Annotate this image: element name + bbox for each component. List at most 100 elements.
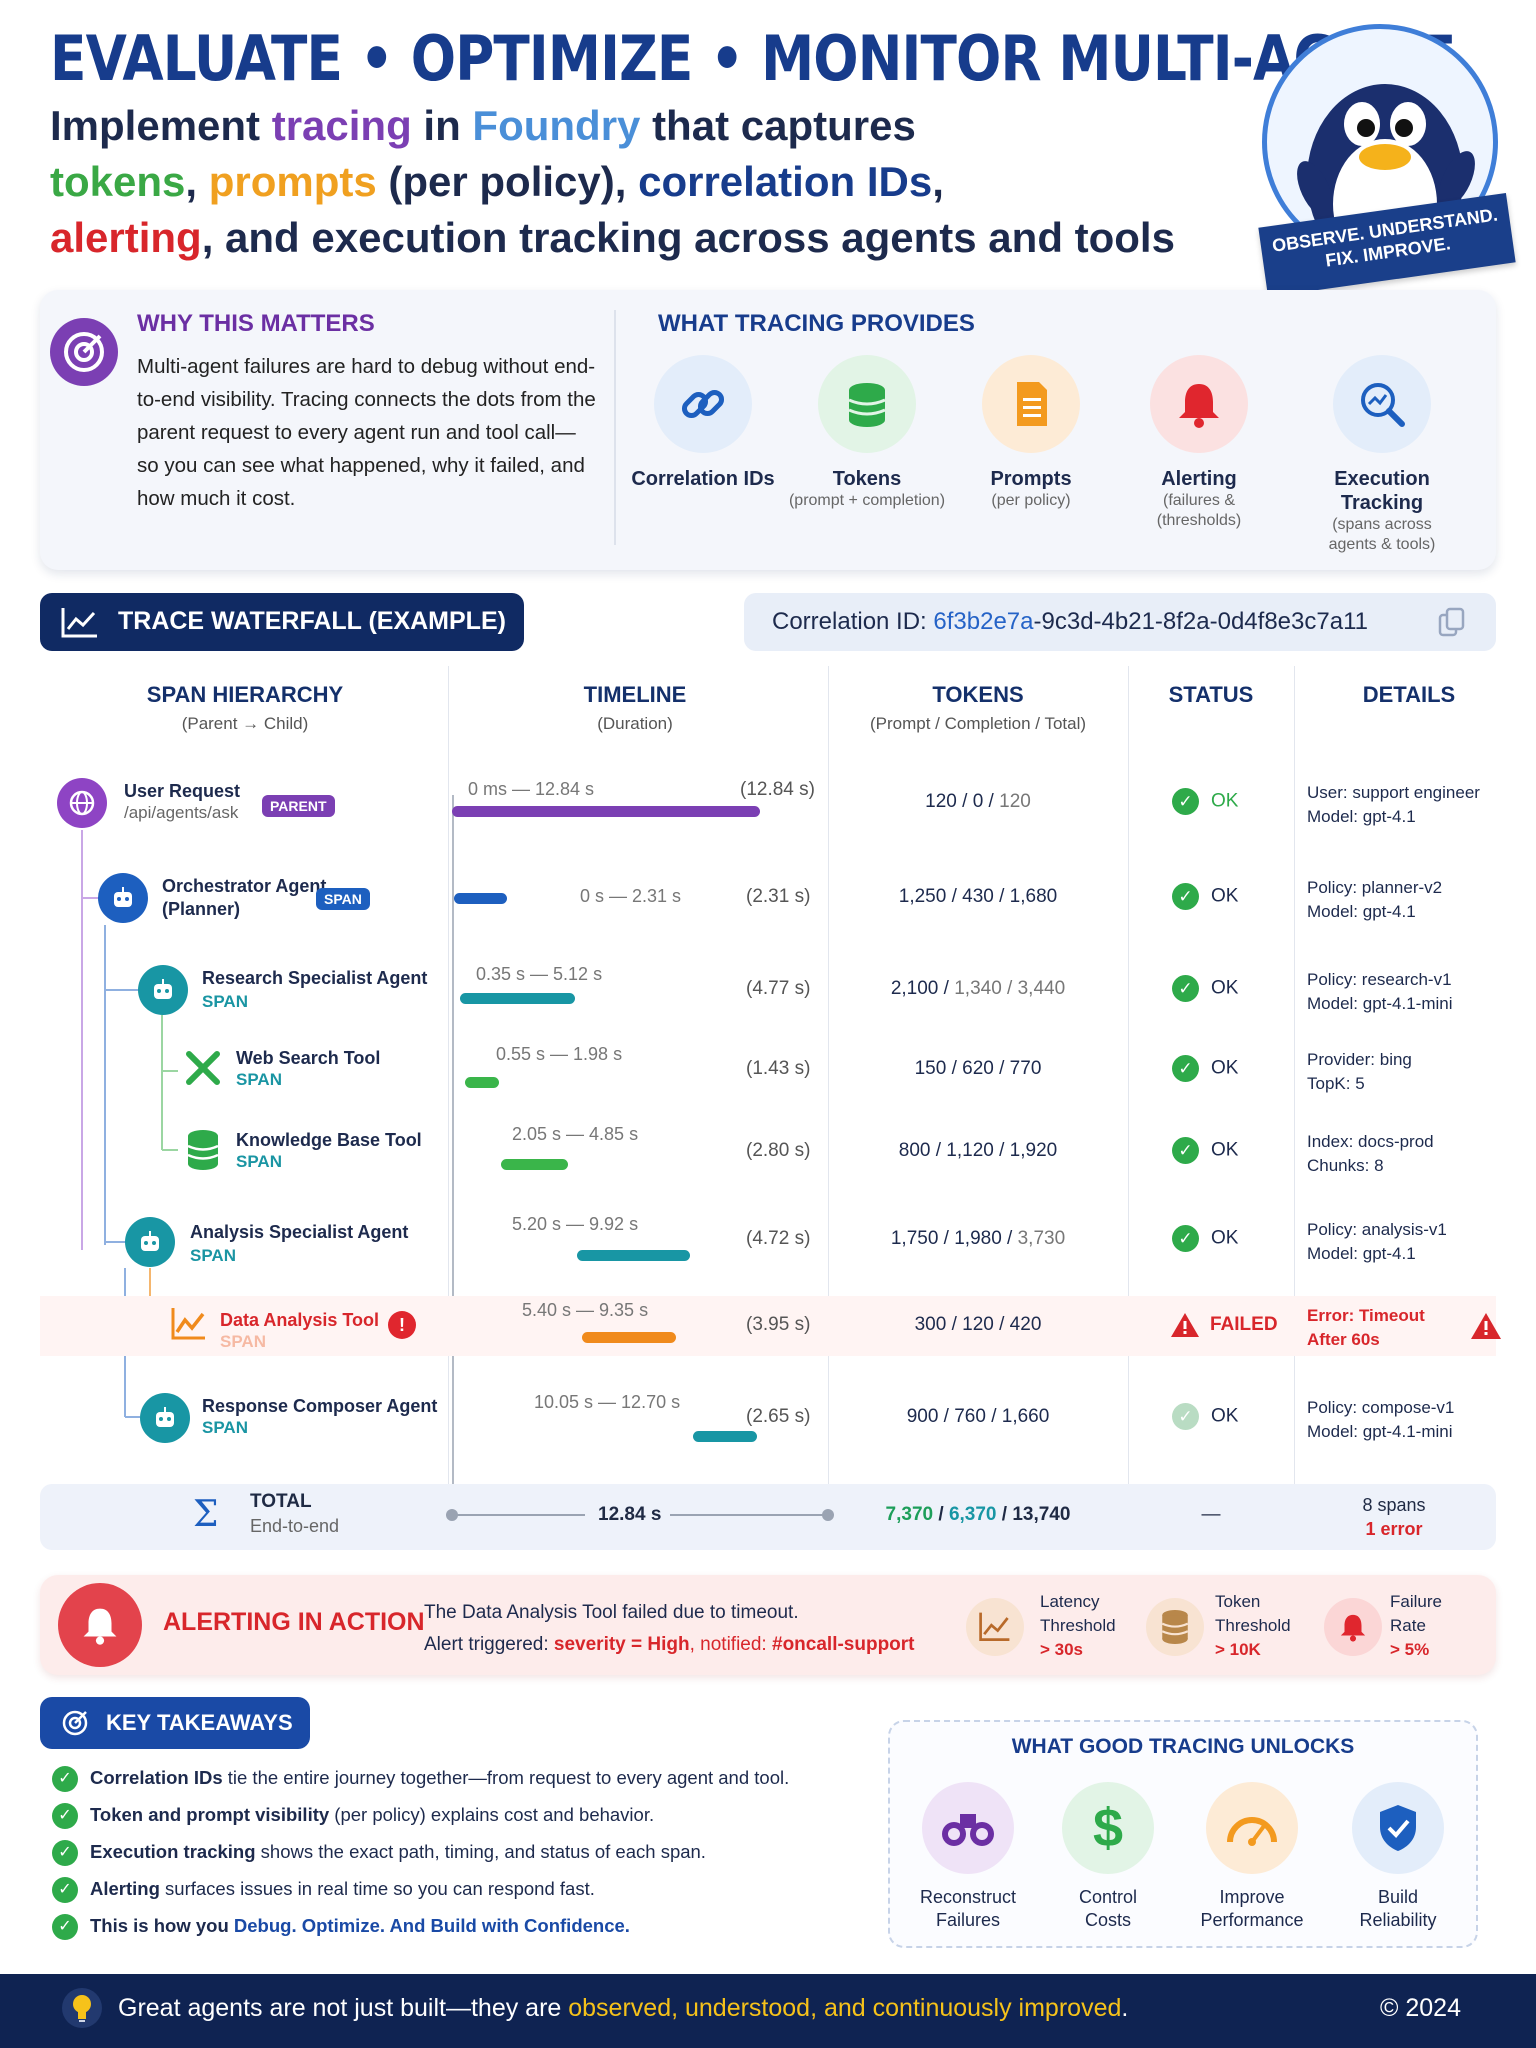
span-row-response-composer[interactable]: Response Composer Agent SPAN 10.05 s — 1… — [0, 1388, 1536, 1448]
subtitle-highlight: correlation IDs — [638, 158, 933, 205]
check-icon: ✓ — [1172, 1403, 1199, 1430]
span-row-research[interactable]: Research Specialist Agent SPAN 0.35 s — … — [0, 960, 1536, 1020]
warning-icon — [1171, 1313, 1199, 1337]
target-icon — [50, 318, 118, 386]
footer-text-part: Great agents are not just built—they are — [118, 1994, 569, 2022]
span-sub: SPAN — [190, 1246, 236, 1265]
status-ok: ✓ OK — [1172, 1137, 1238, 1164]
robot-icon — [98, 873, 148, 923]
unlock-costs: $ Control Costs — [1038, 1782, 1178, 1932]
provides-sublabel: (per policy) — [991, 492, 1071, 509]
span-name: Research Specialist Agent — [202, 968, 428, 988]
subtitle-text: , — [185, 158, 209, 205]
status-text: OK — [1211, 1405, 1239, 1427]
total-tokens-prompt: 7,370 — [885, 1504, 934, 1525]
why-text: Multi-agent failures are hard to debug w… — [137, 355, 596, 510]
span-row-data-analysis[interactable]: Data Analysis Tool SPAN ! 5.40 s — 9.35 … — [0, 1296, 1536, 1356]
tokens-value: 120 / 0 / — [925, 791, 1000, 812]
subtitle-highlight: alerting — [50, 214, 202, 261]
bell-icon — [1324, 1598, 1382, 1656]
subtitle-highlight: tracing — [271, 102, 412, 149]
span-details: Error: Timeout After 60s — [1307, 1304, 1425, 1352]
divider — [614, 310, 616, 545]
gauge-icon — [1206, 1782, 1298, 1874]
span-timeline-label: 0.35 s — 5.12 s — [476, 964, 603, 984]
binoculars-icon — [922, 1782, 1014, 1874]
status-text: OK — [1211, 1057, 1239, 1079]
timeline-bar — [454, 893, 508, 904]
span-name: Data Analysis Tool — [220, 1310, 380, 1330]
correlation-id-rest: -9c3d-4b21-8f2a-0d4f8e3c7a11 — [1033, 608, 1368, 635]
unlock-performance: Improve Performance — [1182, 1782, 1322, 1932]
timeline-bar — [576, 1250, 690, 1261]
takeaway-item: ✓ Token and prompt visibility (per policy… — [52, 1803, 654, 1829]
unlock-reconstruct: Reconstruct Failures — [898, 1782, 1038, 1932]
detail-line: Policy: analysis-v1 — [1307, 1220, 1447, 1239]
span-row-web-search[interactable]: Web Search Tool SPAN 0.55 s — 1.98 s (1.… — [0, 1040, 1536, 1100]
detail-line: Policy: planner-v2 — [1307, 878, 1443, 897]
timeline-bar — [581, 1332, 677, 1343]
subtitle-text: , — [932, 158, 944, 205]
takeaway-text: shows the exact path, timing, and status… — [255, 1840, 706, 1862]
document-icon — [982, 355, 1080, 453]
span-details: Provider: bing TopK: 5 — [1307, 1048, 1412, 1096]
threshold-value: > 10K — [1215, 1640, 1261, 1659]
takeaway-item: ✓ Execution tracking shows the exact path… — [52, 1840, 706, 1866]
span-details: Policy: research-v1 Model: gpt-4.1-mini — [1307, 968, 1453, 1016]
threshold-value: > 30s — [1040, 1640, 1084, 1659]
detail-line: After 60s — [1307, 1330, 1380, 1349]
span-name: Analysis Specialist Agent — [190, 1222, 409, 1242]
span-timeline-label: 10.05 s — 12.70 s — [534, 1392, 681, 1412]
span-row-knowledge-base[interactable]: Knowledge Base Tool SPAN 2.05 s — 4.85 s… — [0, 1122, 1536, 1182]
column-divider — [448, 666, 449, 1486]
check-icon: ✓ — [52, 1877, 78, 1903]
why-title: WHY THIS MATTERS — [137, 310, 375, 337]
footer-text: Great agents are not just built—they are… — [118, 1994, 1128, 2023]
total-details: 8 spans 1 error — [1294, 1493, 1494, 1541]
unlock-label: Performance — [1200, 1910, 1304, 1930]
target-icon — [62, 1710, 88, 1736]
page-title: EVALUATE • OPTIMIZE • MONITOR MULTI-AGEN… — [50, 22, 1452, 95]
why-and-provides-card — [40, 290, 1496, 570]
total-errors: 1 error — [1365, 1519, 1423, 1539]
threshold-label: Threshold — [1040, 1616, 1116, 1635]
span-row-user-request[interactable]: User Request /api/agents/ask PARENT 0 ms… — [0, 773, 1536, 833]
check-icon: ✓ — [1172, 788, 1199, 815]
detail-line: Chunks: 8 — [1307, 1156, 1384, 1175]
correlation-id-highlight: 6f3b2e7a — [933, 608, 1034, 635]
span-timeline-label: 0 ms — 12.84 s — [468, 779, 595, 799]
subtitle-text: (per policy), — [376, 158, 639, 205]
span-name: Response Composer Agent — [202, 1396, 438, 1416]
column-divider — [1294, 666, 1295, 1486]
database-icon — [178, 1125, 228, 1175]
status-text: FAILED — [1210, 1314, 1278, 1336]
tokens-value: 1,340 / 3,440 — [954, 978, 1066, 999]
status-ok: ✓ OK — [1172, 883, 1238, 910]
detail-line: Model: gpt-4.1-mini — [1307, 994, 1453, 1013]
status-text: OK — [1211, 885, 1239, 907]
span-row-analysis[interactable]: Analysis Specialist Agent SPAN 5.20 s — … — [0, 1210, 1536, 1270]
threshold-label: Failure — [1390, 1592, 1442, 1611]
span-sub: SPAN — [236, 1070, 282, 1089]
lightbulb-icon — [62, 1988, 102, 2028]
chart-up-icon — [164, 1299, 214, 1349]
correlation-id-box[interactable]: Correlation ID: 6f3b2e7a-9c3d-4b21-8f2a-… — [744, 593, 1496, 651]
span-name: Web Search Tool — [236, 1048, 381, 1068]
timeline-bar — [465, 1077, 500, 1088]
footer-text-part: . — [1121, 1994, 1129, 2022]
check-icon: ✓ — [52, 1803, 78, 1829]
span-tokens: 1,750 / 1,980 / 3,730 — [828, 1228, 1128, 1250]
status-text: OK — [1211, 790, 1239, 812]
span-details: Index: docs-prod Chunks: 8 — [1307, 1130, 1434, 1178]
span-duration: (3.95 s) — [746, 1314, 811, 1335]
shield-icon — [1352, 1782, 1444, 1874]
span-timeline-label: 5.40 s — 9.35 s — [522, 1300, 649, 1320]
provides-sublabel: (failures & (thresholds) — [1156, 492, 1242, 529]
col-span-hierarchy: SPAN HIERARCHY (Parent → Child) — [130, 682, 360, 734]
span-row-orchestrator[interactable]: Orchestrator Agent (Planner) SPAN 0 s — … — [0, 868, 1536, 928]
copy-icon[interactable] — [1438, 607, 1466, 639]
column-subtitle: (Parent → Child) — [181, 714, 309, 733]
provides-execution: Execution Tracking (spans across agents … — [1297, 355, 1467, 555]
error-icon: ! — [388, 1311, 416, 1339]
column-title: STATUS — [1168, 682, 1254, 707]
